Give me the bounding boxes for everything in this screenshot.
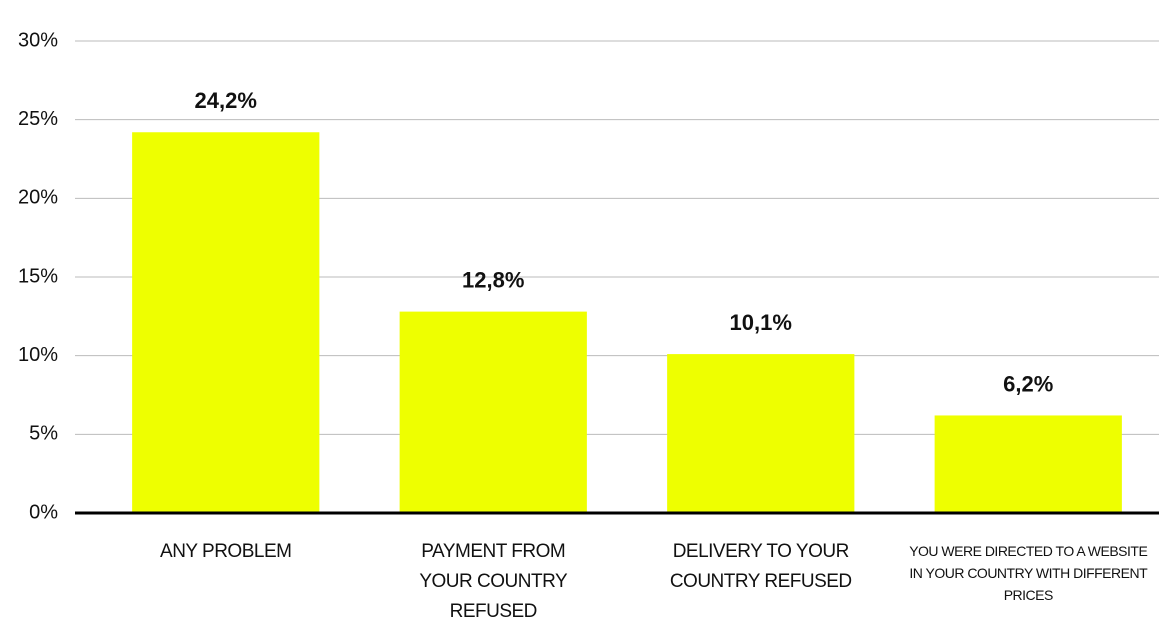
y-tick-label: 15% [18, 265, 58, 287]
x-tick-label: ANY PROBLEM [160, 541, 292, 562]
y-tick-label: 30% [18, 29, 58, 51]
y-tick-label: 10% [18, 344, 58, 366]
bar [399, 311, 587, 513]
x-tick-label: PAYMENT FROM YOUR COUNTRY REFUSED [419, 541, 568, 622]
value-label: 24,2% [195, 88, 257, 113]
bar [667, 354, 855, 513]
bar [934, 415, 1122, 513]
y-tick-label: 0% [29, 501, 58, 523]
bar [132, 132, 320, 513]
x-tick-label: YOU WERE DIRECTED TO A WEBSITE IN YOUR C… [909, 543, 1148, 603]
value-label: 12,8% [462, 267, 524, 292]
y-tick-label: 20% [18, 187, 58, 209]
x-tick-label: DELIVERY TO YOUR COUNTRY REFUSED [669, 541, 852, 592]
y-tick-label: 5% [29, 423, 58, 445]
y-tick-label: 25% [18, 108, 58, 130]
value-label: 10,1% [730, 310, 792, 335]
value-label: 6,2% [1003, 371, 1053, 396]
